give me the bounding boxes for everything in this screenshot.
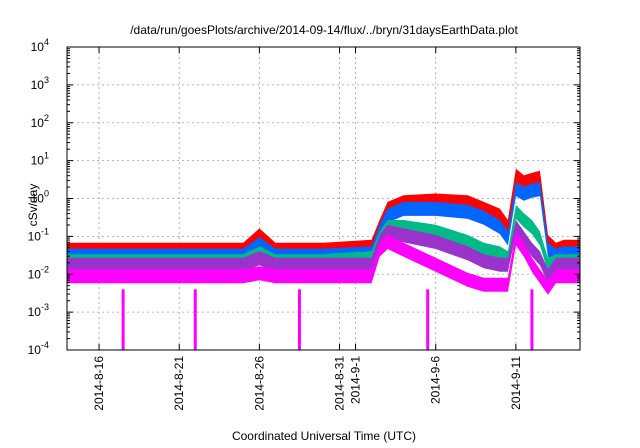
y-tick-exponent: 3 (44, 75, 49, 85)
series-line (67, 234, 580, 287)
series-line (67, 223, 580, 276)
y-tick-label: 10-4 (28, 340, 49, 357)
y-tick-label: 103 (31, 75, 49, 92)
series-layer (67, 168, 580, 350)
series-band (67, 231, 580, 295)
y-tick-label: 10-1 (28, 226, 49, 243)
grid (67, 46, 580, 351)
x-tick-label: 2014-9-1 (349, 356, 363, 404)
y-axis-label: cSv/day (26, 184, 40, 227)
series-band (67, 220, 580, 284)
x-tick-label: 2014-8-21 (172, 356, 186, 411)
chart-title: /data/run/goesPlots/archive/2014-09-14/f… (130, 23, 518, 37)
series-line (67, 186, 580, 255)
y-tick-exponent: 1 (44, 151, 49, 161)
series-band (67, 204, 580, 272)
y-tick-label: 102 (31, 113, 49, 130)
y-tick-exponent: 0 (44, 189, 49, 199)
y-tick-label: 101 (31, 151, 49, 168)
y-tick-label: 100 (31, 189, 49, 206)
axes: 10-410-310-210-11001011021031042014-8-16… (28, 37, 581, 411)
series-line (67, 172, 580, 249)
y-tick-exponent: -2 (41, 264, 49, 274)
series-band (67, 168, 580, 257)
x-tick-label: 2014-9-11 (509, 356, 523, 410)
y-tick-exponent: -3 (41, 302, 49, 312)
x-tick-label: 2014-8-31 (333, 356, 347, 411)
plot-frame (66, 46, 581, 351)
y-tick-label: 104 (31, 37, 49, 54)
y-tick-exponent: 4 (44, 37, 49, 47)
x-tick-label: 2014-8-16 (92, 356, 106, 411)
y-tick-exponent: -4 (41, 340, 49, 350)
y-tick-exponent: 2 (44, 113, 49, 123)
y-tick-exponent: -1 (41, 226, 49, 236)
x-axis-label: Coordinated Universal Time (UTC) (232, 429, 416, 443)
x-tick-label: 2014-8-26 (252, 356, 266, 411)
y-tick-label: 10-2 (28, 264, 49, 281)
x-tick-label: 2014-9-6 (429, 356, 443, 404)
y-tick-label: 10-3 (28, 302, 49, 319)
